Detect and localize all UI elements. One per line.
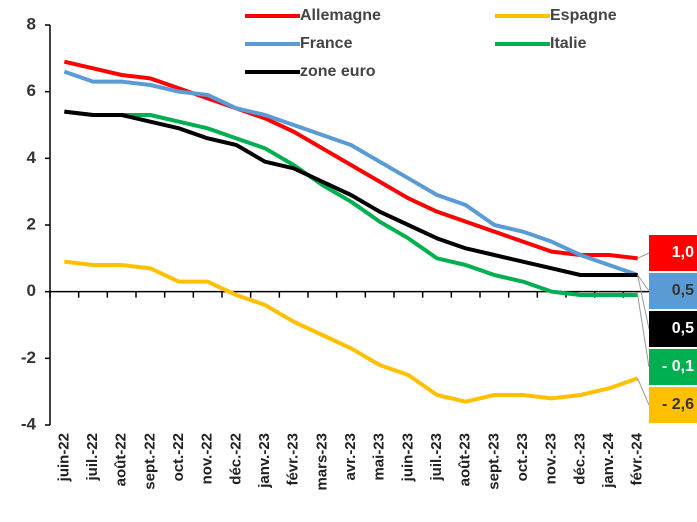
x-tick-label: mars-23 [313, 433, 330, 491]
y-tick-label: 6 [27, 81, 36, 100]
y-tick-label: -2 [21, 348, 36, 367]
series-line [63, 59, 638, 261]
x-tick-label: oct.-23 [514, 433, 531, 481]
x-tick-label: sept.-22 [141, 433, 158, 490]
y-tick-label: 8 [27, 14, 36, 33]
x-tick-label: déc.-22 [227, 433, 244, 485]
legend-label: Espagne [550, 7, 617, 24]
series-line [64, 109, 638, 277]
legend-label: zone euro [300, 63, 376, 80]
x-tick-label: juil.-22 [84, 433, 101, 482]
x-tick-label: févr.-23 [285, 433, 302, 486]
y-tick-label: 0 [27, 281, 36, 300]
y-tick-label: 2 [27, 214, 36, 233]
x-tick-label: juin-22 [55, 433, 72, 482]
x-tick-label: juin-23 [399, 433, 416, 482]
legend-label: Allemagne [300, 7, 381, 24]
series-line [64, 259, 639, 404]
x-tick-label: juil.-23 [428, 433, 445, 482]
y-tick-label: -4 [21, 414, 37, 433]
end-label: 0,5 [672, 320, 694, 337]
leader-line [637, 378, 650, 406]
y-tick-label: 4 [27, 148, 37, 167]
x-tick-label: août-22 [113, 433, 130, 486]
x-tick-label: sept.-23 [485, 433, 502, 490]
x-tick-label: févr.-24 [629, 432, 646, 485]
x-tick-label: nov.-22 [199, 433, 216, 484]
x-tick-label: déc.-23 [571, 433, 588, 485]
end-label: - 2,6 [662, 396, 694, 413]
x-tick-label: mai-23 [371, 433, 388, 481]
x-tick-label: avr.-23 [342, 433, 359, 481]
x-tick-label: nov.-23 [543, 433, 560, 484]
end-label: 0,5 [672, 282, 694, 299]
leader-line [637, 252, 650, 259]
x-tick-label: oct.-22 [170, 433, 187, 481]
end-label-box [649, 311, 697, 347]
end-label: - 0,1 [662, 358, 694, 375]
leader-line [637, 274, 650, 330]
end-label-box [649, 273, 697, 309]
x-tick-label: janv.-24 [600, 432, 617, 488]
end-label-box [649, 387, 697, 423]
legend-label: Italie [550, 35, 587, 52]
leader-line [637, 274, 650, 292]
end-label: 1,0 [672, 244, 694, 261]
x-tick-label: août-23 [457, 433, 474, 486]
end-label-box [649, 349, 697, 385]
series-line [64, 109, 638, 297]
leader-line [637, 294, 650, 368]
end-label-box [649, 235, 697, 271]
x-tick-label: janv.-23 [256, 433, 273, 489]
series-line [63, 69, 639, 277]
legend-label: France [300, 35, 353, 52]
